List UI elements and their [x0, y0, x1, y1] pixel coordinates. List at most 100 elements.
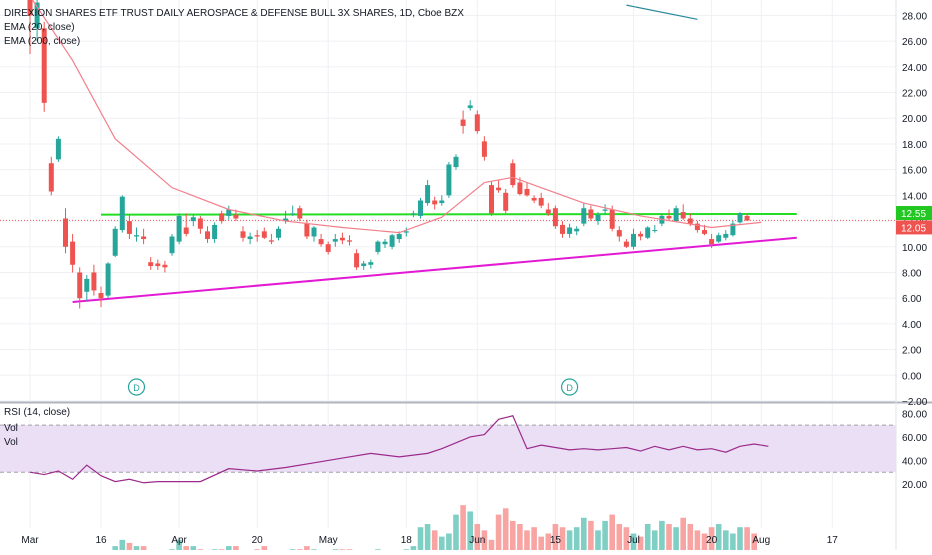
candle-body	[63, 218, 68, 247]
candle-body	[467, 105, 473, 108]
dividend-marker-2-label: D	[566, 383, 573, 393]
candle-body	[517, 182, 523, 195]
candle-body	[545, 209, 551, 214]
candle-body	[560, 224, 565, 234]
price-tick-label: 0.00	[902, 371, 922, 382]
candle-body	[233, 214, 239, 219]
volume-bar	[581, 517, 587, 555]
candle-body	[84, 278, 90, 292]
price-badge	[896, 205, 932, 220]
candle-body	[240, 231, 246, 238]
candle-body	[290, 213, 296, 215]
price-tick-label: 18.00	[902, 140, 927, 151]
volume-bar	[467, 511, 473, 555]
x-tick-label: Aug	[752, 535, 770, 546]
candle-body	[176, 215, 182, 242]
volume-bar	[453, 514, 459, 555]
price-tick-label: 24.00	[902, 63, 927, 74]
price-tick-label: 26.00	[902, 37, 927, 48]
price-tick-label: 22.00	[902, 89, 927, 100]
price-tick-label: 6.00	[902, 294, 922, 305]
candle-body	[567, 227, 573, 234]
volume-bar	[715, 524, 722, 555]
price-tick-label: −2.00	[902, 397, 928, 408]
volume-bar	[460, 505, 466, 555]
candle-body	[283, 218, 289, 222]
candle-body	[98, 293, 104, 299]
candle-body	[702, 230, 707, 234]
candle-body	[261, 231, 267, 238]
volume-bar	[233, 546, 239, 555]
ema200-line	[626, 4, 698, 20]
volume-bar	[545, 533, 552, 555]
grid	[0, 0, 896, 528]
candle-body	[268, 240, 274, 242]
volume-bar	[723, 530, 729, 555]
chart-title: DIREXION SHARES ETF TRUST DAILY AEROSPAC…	[4, 8, 464, 19]
volume-bar	[602, 520, 608, 555]
candle-body	[744, 215, 750, 221]
candle-body	[552, 208, 558, 227]
candle-body	[55, 138, 61, 160]
candle-body	[205, 231, 210, 240]
volume-bar	[609, 514, 615, 555]
candle-body	[609, 209, 615, 229]
candle-body	[70, 241, 76, 265]
x-tick-label: 17	[827, 535, 839, 546]
candle-body	[666, 215, 672, 219]
candle-body	[694, 223, 700, 231]
candle-body	[219, 213, 225, 222]
candle-body	[623, 241, 629, 247]
volume-bar	[666, 524, 672, 555]
candle-body	[134, 235, 139, 237]
candle-body	[418, 200, 423, 216]
volume-bar	[126, 542, 133, 555]
volume-bar	[673, 527, 679, 555]
x-tick-label: Apr	[171, 535, 187, 546]
x-tick-label: Mar	[21, 535, 39, 546]
volume-bar	[261, 546, 268, 555]
volume-bar	[495, 514, 502, 555]
candle-body	[112, 228, 118, 256]
volume-bar	[226, 546, 232, 555]
candle-body	[325, 244, 331, 252]
candle-body	[347, 240, 352, 242]
price-badge-label: 12.55	[901, 209, 926, 220]
candle-body	[645, 227, 651, 238]
candle-body	[574, 228, 580, 232]
candle-body	[489, 185, 494, 214]
volume-bar	[588, 520, 594, 555]
candle-body	[297, 208, 303, 219]
candle-body	[396, 233, 402, 240]
candle-body	[687, 218, 693, 224]
candle-body	[723, 233, 729, 238]
candle-body	[311, 227, 317, 237]
rsi-band	[0, 425, 896, 473]
dividend-marker-1-label: D	[133, 383, 140, 393]
rsi-line	[29, 415, 769, 484]
volume-bar	[446, 533, 452, 555]
support-trendline	[72, 236, 797, 304]
price-badge	[896, 220, 932, 235]
candle-body	[595, 214, 601, 222]
candle-body	[183, 227, 189, 234]
volume-bar	[680, 517, 686, 555]
volume-bar	[659, 520, 665, 555]
rsi-tick-label: 40.00	[902, 456, 927, 467]
candle-body	[332, 239, 338, 242]
candle-body	[616, 230, 622, 237]
volume-bar	[140, 546, 147, 555]
candle-body	[247, 236, 253, 240]
price-tick-label: 20.00	[902, 114, 927, 125]
volume-bar	[517, 524, 523, 555]
volume-bar	[637, 536, 644, 555]
candle-body	[652, 230, 658, 232]
candle-body	[91, 272, 97, 291]
x-tick-label: 18	[401, 535, 413, 546]
volume-bar	[751, 533, 757, 555]
candle-body	[716, 235, 722, 242]
rsi-tick-label: 80.00	[902, 409, 927, 420]
candle-body	[339, 237, 345, 241]
candle-body	[581, 208, 587, 224]
